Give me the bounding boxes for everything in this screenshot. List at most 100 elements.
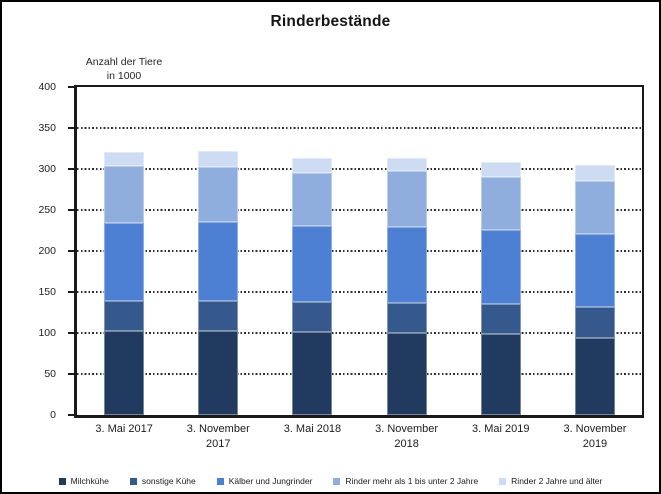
bar-segment bbox=[574, 306, 615, 338]
gridline bbox=[77, 209, 642, 211]
x-axis-label: 3. Mai 2017 bbox=[95, 423, 153, 435]
legend-item: Kälber und Jungrinder bbox=[216, 476, 313, 486]
bar-stack bbox=[574, 164, 615, 415]
legend-marker-icon bbox=[58, 477, 66, 485]
x-axis-label: 3. Mai 2019 bbox=[472, 423, 530, 435]
legend-item: Rinder 2 Jahre und älter bbox=[499, 476, 602, 486]
bar-stack bbox=[104, 151, 145, 415]
y-tick-mark bbox=[68, 86, 75, 88]
y-tick-mark bbox=[68, 373, 75, 375]
y-tick-mark bbox=[68, 209, 75, 211]
legend-marker-icon bbox=[499, 477, 507, 485]
bar-segment bbox=[104, 151, 145, 166]
bar-segment bbox=[292, 225, 333, 302]
bar-segment bbox=[198, 221, 239, 302]
x-axis-label: 3. November 2018 bbox=[375, 423, 439, 450]
y-axis-label-line1: Anzahl der Tiere bbox=[85, 56, 163, 68]
bar-segment bbox=[386, 303, 427, 333]
bar-segment bbox=[104, 331, 145, 415]
bar-category bbox=[265, 87, 359, 415]
legend-label: Kälber und Jungrinder bbox=[228, 476, 313, 486]
y-tick-mark bbox=[68, 291, 75, 293]
y-tick-label: 100 bbox=[38, 327, 56, 339]
legend-item: sonstige Kühe bbox=[129, 476, 196, 486]
bar-segment bbox=[480, 229, 521, 305]
bar-segment bbox=[198, 331, 239, 415]
plot-area bbox=[77, 87, 642, 415]
bar-segment bbox=[386, 227, 427, 304]
bar-category bbox=[360, 87, 454, 415]
chart-title: Rinderbestände bbox=[270, 13, 391, 30]
bar-stack bbox=[198, 151, 239, 415]
y-tick-label: 250 bbox=[38, 204, 56, 216]
gridline bbox=[77, 250, 642, 252]
bar-segment bbox=[480, 304, 521, 334]
bar-segment bbox=[386, 171, 427, 228]
y-axis-label: Anzahl der Tiere in 1000 bbox=[72, 55, 176, 83]
legend-label: Rinder 2 Jahre und älter bbox=[511, 476, 603, 486]
bar-segment bbox=[480, 177, 521, 230]
bar-category bbox=[171, 87, 265, 415]
bar-segment bbox=[574, 181, 615, 234]
bar-segment bbox=[292, 173, 333, 226]
bar-segment bbox=[480, 162, 521, 178]
bar-segment bbox=[104, 301, 145, 332]
bar-segment bbox=[198, 166, 239, 222]
y-axis-line bbox=[74, 85, 77, 418]
y-tick-label: 150 bbox=[38, 286, 56, 298]
y-tick-label: 300 bbox=[38, 163, 56, 175]
legend-item: Milchkühe bbox=[58, 476, 109, 486]
bar-segment bbox=[292, 332, 333, 415]
y-tick-mark bbox=[68, 168, 75, 170]
bar-stack bbox=[386, 157, 427, 415]
bar-segment bbox=[198, 151, 239, 167]
legend-marker-icon bbox=[333, 477, 341, 485]
bar-segment bbox=[574, 164, 615, 182]
plot-top-border bbox=[77, 85, 644, 87]
bar-segment bbox=[104, 223, 145, 302]
bar-segment bbox=[292, 301, 333, 333]
bar-segment bbox=[386, 157, 427, 172]
bar-category bbox=[548, 87, 642, 415]
gridline bbox=[77, 127, 642, 129]
x-axis-label: 3. November 2019 bbox=[563, 423, 627, 450]
legend-label: Rinder mehr als 1 bis unter 2 Jahre bbox=[345, 476, 479, 486]
gridline bbox=[77, 373, 642, 375]
y-tick-label: 0 bbox=[50, 409, 56, 421]
y-tick-mark bbox=[68, 250, 75, 252]
bar-segment bbox=[574, 233, 615, 307]
y-tick-label: 200 bbox=[38, 245, 56, 257]
bar-segment bbox=[480, 333, 521, 415]
bar-stack bbox=[480, 162, 521, 415]
bar-segment bbox=[386, 333, 427, 415]
y-tick-mark bbox=[68, 414, 75, 416]
bar-stack bbox=[292, 158, 333, 415]
legend-item: Rinder mehr als 1 bis unter 2 Jahre bbox=[333, 476, 478, 486]
x-axis-label: 3. November 2017 bbox=[186, 423, 250, 450]
x-axis-labels: 3. Mai 2017 3. November 2017 3. Mai 2018 3.… bbox=[77, 422, 642, 452]
bar-segment bbox=[104, 165, 145, 224]
legend-label: Milchkühe bbox=[70, 476, 109, 486]
legend-marker-icon bbox=[216, 477, 224, 485]
bar-category bbox=[454, 87, 548, 415]
bar-segment bbox=[574, 337, 615, 415]
y-tick-label: 350 bbox=[38, 122, 56, 134]
x-axis-label: 3. Mai 2018 bbox=[283, 423, 342, 435]
legend: Milchkühe sonstige Kühe Kälber und Jungrin… bbox=[2, 476, 659, 486]
bar-category bbox=[77, 87, 171, 415]
y-tick-mark bbox=[68, 332, 75, 334]
gridline bbox=[77, 291, 642, 293]
y-tick-mark bbox=[68, 127, 75, 129]
legend-label: sonstige Kühe bbox=[141, 476, 196, 486]
legend-marker-icon bbox=[129, 477, 137, 485]
bar-series bbox=[77, 87, 642, 415]
y-axis-label-line2: in 1000 bbox=[106, 70, 142, 82]
gridline bbox=[77, 168, 642, 170]
y-tick-label: 50 bbox=[44, 368, 56, 380]
bar-segment bbox=[198, 301, 239, 332]
gridline bbox=[77, 332, 642, 334]
y-tick-label: 400 bbox=[38, 81, 56, 93]
plot-right-border bbox=[642, 85, 644, 418]
bar-segment bbox=[292, 158, 333, 174]
